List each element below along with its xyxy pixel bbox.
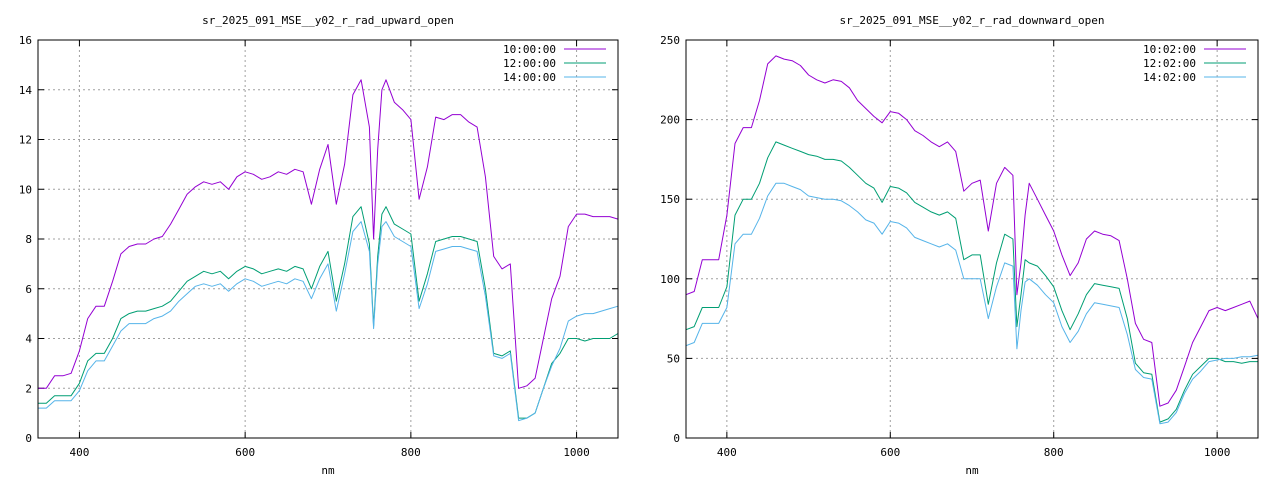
x-tick-label: 1000 [563, 446, 590, 459]
x-tick-label: 800 [401, 446, 421, 459]
x-tick-label: 600 [235, 446, 255, 459]
y-tick-label: 2 [25, 382, 32, 395]
legend-label: 14:02:00 [1143, 71, 1196, 84]
x-tick-label: 400 [717, 446, 737, 459]
legend-label: 12:02:00 [1143, 57, 1196, 70]
y-tick-label: 50 [667, 352, 680, 365]
x-tick-label: 400 [69, 446, 89, 459]
series-line-14-02-00 [685, 182, 1259, 425]
y-tick-label: 16 [19, 34, 32, 47]
y-tick-label: 4 [25, 333, 32, 346]
series-line-14-00-00 [38, 221, 619, 422]
plot-frame [37, 39, 619, 439]
series-line-10-00-00 [38, 79, 619, 389]
chart-panel-downward: sr_2025_091_MSE__y02_r_rad_downward_open… [660, 14, 1259, 477]
y-tick-label: 0 [25, 432, 32, 445]
legend-label: 10:02:00 [1143, 43, 1196, 56]
y-tick-label: 12 [19, 134, 32, 147]
y-tick-label: 8 [25, 233, 32, 246]
legend-label: 10:00:00 [503, 43, 556, 56]
legend-label: 14:00:00 [503, 71, 556, 84]
y-tick-label: 200 [660, 114, 680, 127]
x-tick-label: 600 [880, 446, 900, 459]
series-line-12-00-00 [38, 206, 619, 419]
y-tick-label: 0 [673, 432, 680, 445]
y-tick-label: 6 [25, 283, 32, 296]
x-axis-label-downward: nm [965, 464, 979, 477]
x-tick-label: 800 [1044, 446, 1064, 459]
y-tick-label: 10 [19, 183, 32, 196]
y-tick-label: 250 [660, 34, 680, 47]
plot-frame [685, 39, 1259, 439]
y-tick-label: 14 [19, 84, 33, 97]
chart-title-upward: sr_2025_091_MSE__y02_r_rad_upward_open [202, 14, 454, 27]
y-tick-label: 100 [660, 273, 680, 286]
legend-label: 12:00:00 [503, 57, 556, 70]
chart-panel-upward: sr_2025_091_MSE__y02_r_rad_upward_open n… [19, 14, 619, 477]
y-tick-label: 150 [660, 193, 680, 206]
x-tick-label: 1000 [1204, 446, 1231, 459]
x-axis-label-upward: nm [321, 464, 335, 477]
chart-title-downward: sr_2025_091_MSE__y02_r_rad_downward_open [840, 14, 1105, 27]
series-line-10-02-00 [685, 55, 1259, 407]
